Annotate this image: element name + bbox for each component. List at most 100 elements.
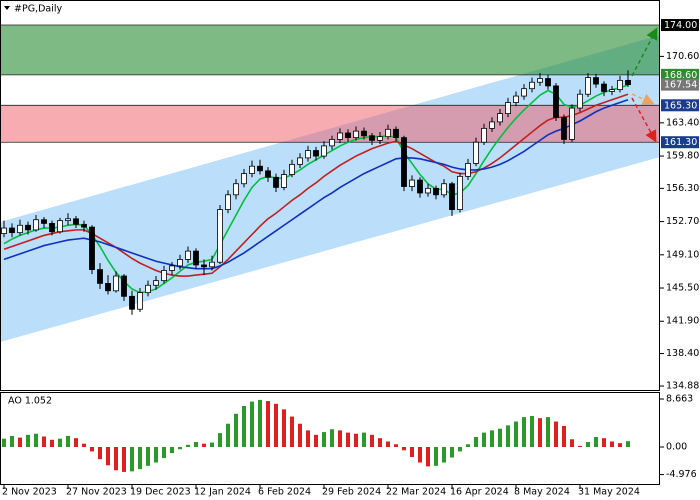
y-tick-label: 141.90	[666, 316, 699, 327]
y-tick-label: 152.70	[666, 216, 699, 227]
candle-body	[497, 113, 503, 123]
current-price-box	[661, 78, 699, 91]
ao-bar	[34, 433, 38, 448]
candle-body	[481, 127, 487, 143]
candle-body	[193, 250, 199, 266]
candle-body	[209, 261, 215, 268]
x-tick-label: 29 Feb 2024	[322, 487, 381, 498]
scenario-arrow-flat	[631, 93, 655, 105]
ao-bar	[338, 430, 342, 448]
candle-body	[273, 176, 279, 188]
candle-body	[241, 173, 247, 185]
ao-bar	[474, 437, 478, 448]
candle-body	[337, 132, 343, 140]
ao-bar	[106, 447, 110, 466]
candle-body	[441, 183, 447, 196]
ao-bar	[234, 413, 238, 448]
candle-body	[137, 292, 143, 310]
x-tick-label: 31 May 2024	[578, 487, 640, 498]
candle-body	[321, 145, 327, 157]
ao-bar	[10, 435, 14, 448]
ao-tick-label: 8.663	[666, 394, 693, 405]
candle-body	[465, 163, 471, 177]
ao-bar	[90, 447, 94, 452]
ao-bar	[602, 438, 606, 448]
candle-body	[625, 79, 631, 86]
ao-bar	[162, 447, 166, 459]
ao-bar	[50, 439, 54, 448]
candle-body	[281, 174, 287, 188]
ao-bar	[522, 417, 526, 448]
candle-body	[489, 121, 495, 129]
y-tick-label: 145.50	[666, 283, 699, 294]
ao-bar	[306, 430, 310, 448]
candle-body	[289, 163, 295, 175]
candle-body	[393, 128, 399, 138]
ao-bar	[194, 442, 198, 448]
y-tick-label: 149.10	[666, 249, 699, 260]
candle-body	[329, 139, 335, 147]
ao-bar	[370, 434, 374, 448]
y-tick-label: 156.30	[666, 183, 699, 194]
candle-body	[201, 264, 207, 268]
candle-body	[169, 265, 175, 271]
candle-body	[105, 283, 111, 292]
ao-bar	[314, 434, 318, 448]
ao-bar	[58, 438, 62, 448]
candle-body	[177, 259, 183, 267]
zone	[0, 105, 660, 143]
ao-bar	[626, 441, 630, 448]
ao-bar	[394, 444, 398, 448]
ao-bar	[498, 428, 502, 448]
candle-body	[25, 224, 31, 231]
ao-bar	[554, 421, 558, 448]
candle-body	[185, 250, 191, 260]
ao-bar	[226, 423, 230, 448]
level-box	[661, 68, 699, 81]
ao-bar	[266, 401, 270, 448]
candle-body	[57, 220, 63, 233]
candle-body	[529, 81, 535, 90]
ao-bar	[434, 447, 438, 466]
candle-body	[225, 194, 231, 210]
candle-body	[457, 175, 463, 210]
candle-body	[353, 130, 359, 138]
candle-body	[113, 275, 119, 292]
candle-body	[409, 179, 415, 187]
level-box	[661, 19, 699, 32]
candle-body	[121, 275, 127, 297]
ao-bar	[178, 447, 182, 450]
ao-tick-label: -4.976	[666, 469, 697, 480]
candle-body	[1, 227, 7, 234]
ao-bar	[98, 447, 102, 460]
candle-body	[161, 270, 167, 282]
candle-body	[297, 157, 303, 165]
ao-bar	[546, 417, 550, 448]
level-label: 174.00	[664, 20, 697, 31]
candle-body	[569, 107, 575, 140]
ao-bar	[186, 444, 190, 448]
candle-body	[385, 128, 391, 138]
x-tick-label: 2 Nov 2023	[2, 487, 57, 498]
ao-bar	[490, 430, 494, 448]
ao-bar	[418, 447, 422, 463]
menu-triangle	[4, 6, 10, 10]
ao-bar	[538, 418, 542, 448]
ao-bar	[458, 447, 462, 452]
y-tick-label: 163.40	[666, 117, 699, 128]
ao-bar	[154, 447, 158, 463]
level-label: 165.30	[664, 100, 697, 111]
x-tick-label: 12 Jan 2024	[194, 487, 251, 498]
ao-bar	[250, 401, 254, 448]
candle-body	[257, 165, 263, 172]
candle-body	[601, 83, 607, 92]
ao-bar	[282, 409, 286, 448]
x-tick-label: 27 Nov 2023	[66, 487, 127, 498]
level-label: 168.60	[664, 70, 697, 81]
ao-bar	[122, 447, 126, 472]
ao-bar	[386, 441, 390, 448]
candle-body	[449, 183, 455, 210]
ao-bar	[18, 437, 22, 448]
current-price-label: 167.54	[664, 80, 697, 91]
